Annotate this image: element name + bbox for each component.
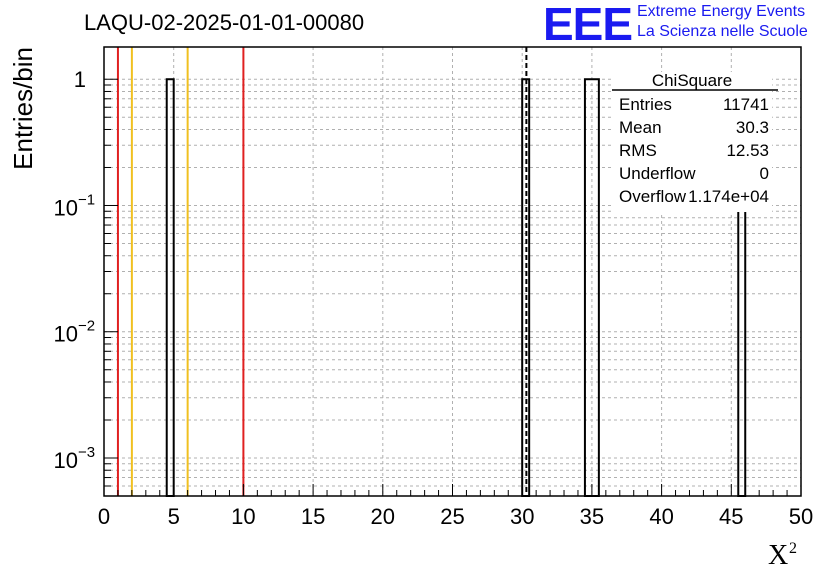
stats-row-value: 0 [760,164,769,183]
logo-caption-line2: La Scienza nelle Scuole [637,23,808,40]
y-tick-label: 1 [74,67,86,92]
y-tick-base: 10 [54,448,78,473]
y-tick-exponent: −1 [78,191,95,208]
histogram-bin [165,78,175,497]
y-tick-label: 10 −1 [54,191,96,220]
x-tick-label: 35 [580,504,604,529]
y-tick-base: 10 [54,195,78,220]
x-axis-label: X [768,540,788,571]
x-tick-label: 50 [789,504,813,529]
x-tick-label: 20 [371,504,395,529]
logo-caption-line1: Extreme Energy Events [637,3,806,20]
stats-row-label: Overflow [619,187,687,206]
eee-logo: EEE [543,0,633,50]
y-axis-label: Entries/bin [8,47,38,170]
y-tick-label: 10 −2 [54,318,96,347]
x-tick-label: 45 [719,504,743,529]
x-tick-label: 10 [231,504,255,529]
stats-row-value: 1.174e+04 [688,187,769,206]
y-tick-base: 10 [54,322,78,347]
y-tick-base: 1 [74,67,86,92]
x-axis-label-superscript: 2 [789,540,797,557]
stats-row-value: 30.3 [736,118,769,137]
x-tick-label: 25 [440,504,464,529]
x-tick-label: 40 [649,504,673,529]
stats-row-label: Entries [619,95,672,114]
x-tick-label: 0 [98,504,110,529]
y-tick-exponent: −3 [78,444,95,461]
y-tick-exponent: −2 [78,318,95,335]
x-tick-label: 5 [168,504,180,529]
stats-box: ChiSquare Entries 11741 Mean 30.3 RMS 12.53 Und… [612,71,778,212]
stats-row-value: 12.53 [726,141,769,160]
stats-row-label: RMS [619,141,657,160]
y-tick-label: 10 −3 [54,444,96,473]
stats-row-value: 11741 [723,95,769,114]
x-tick-label: 15 [301,504,325,529]
stats-row-label: Underflow [619,164,696,183]
stats-box-title: ChiSquare [652,71,732,90]
stats-row-label: Mean [619,118,662,137]
stats-box-background [612,72,772,212]
x-tick-label: 30 [510,504,534,529]
chart-title: LAQU-02-2025-01-01-00080 [84,10,365,35]
